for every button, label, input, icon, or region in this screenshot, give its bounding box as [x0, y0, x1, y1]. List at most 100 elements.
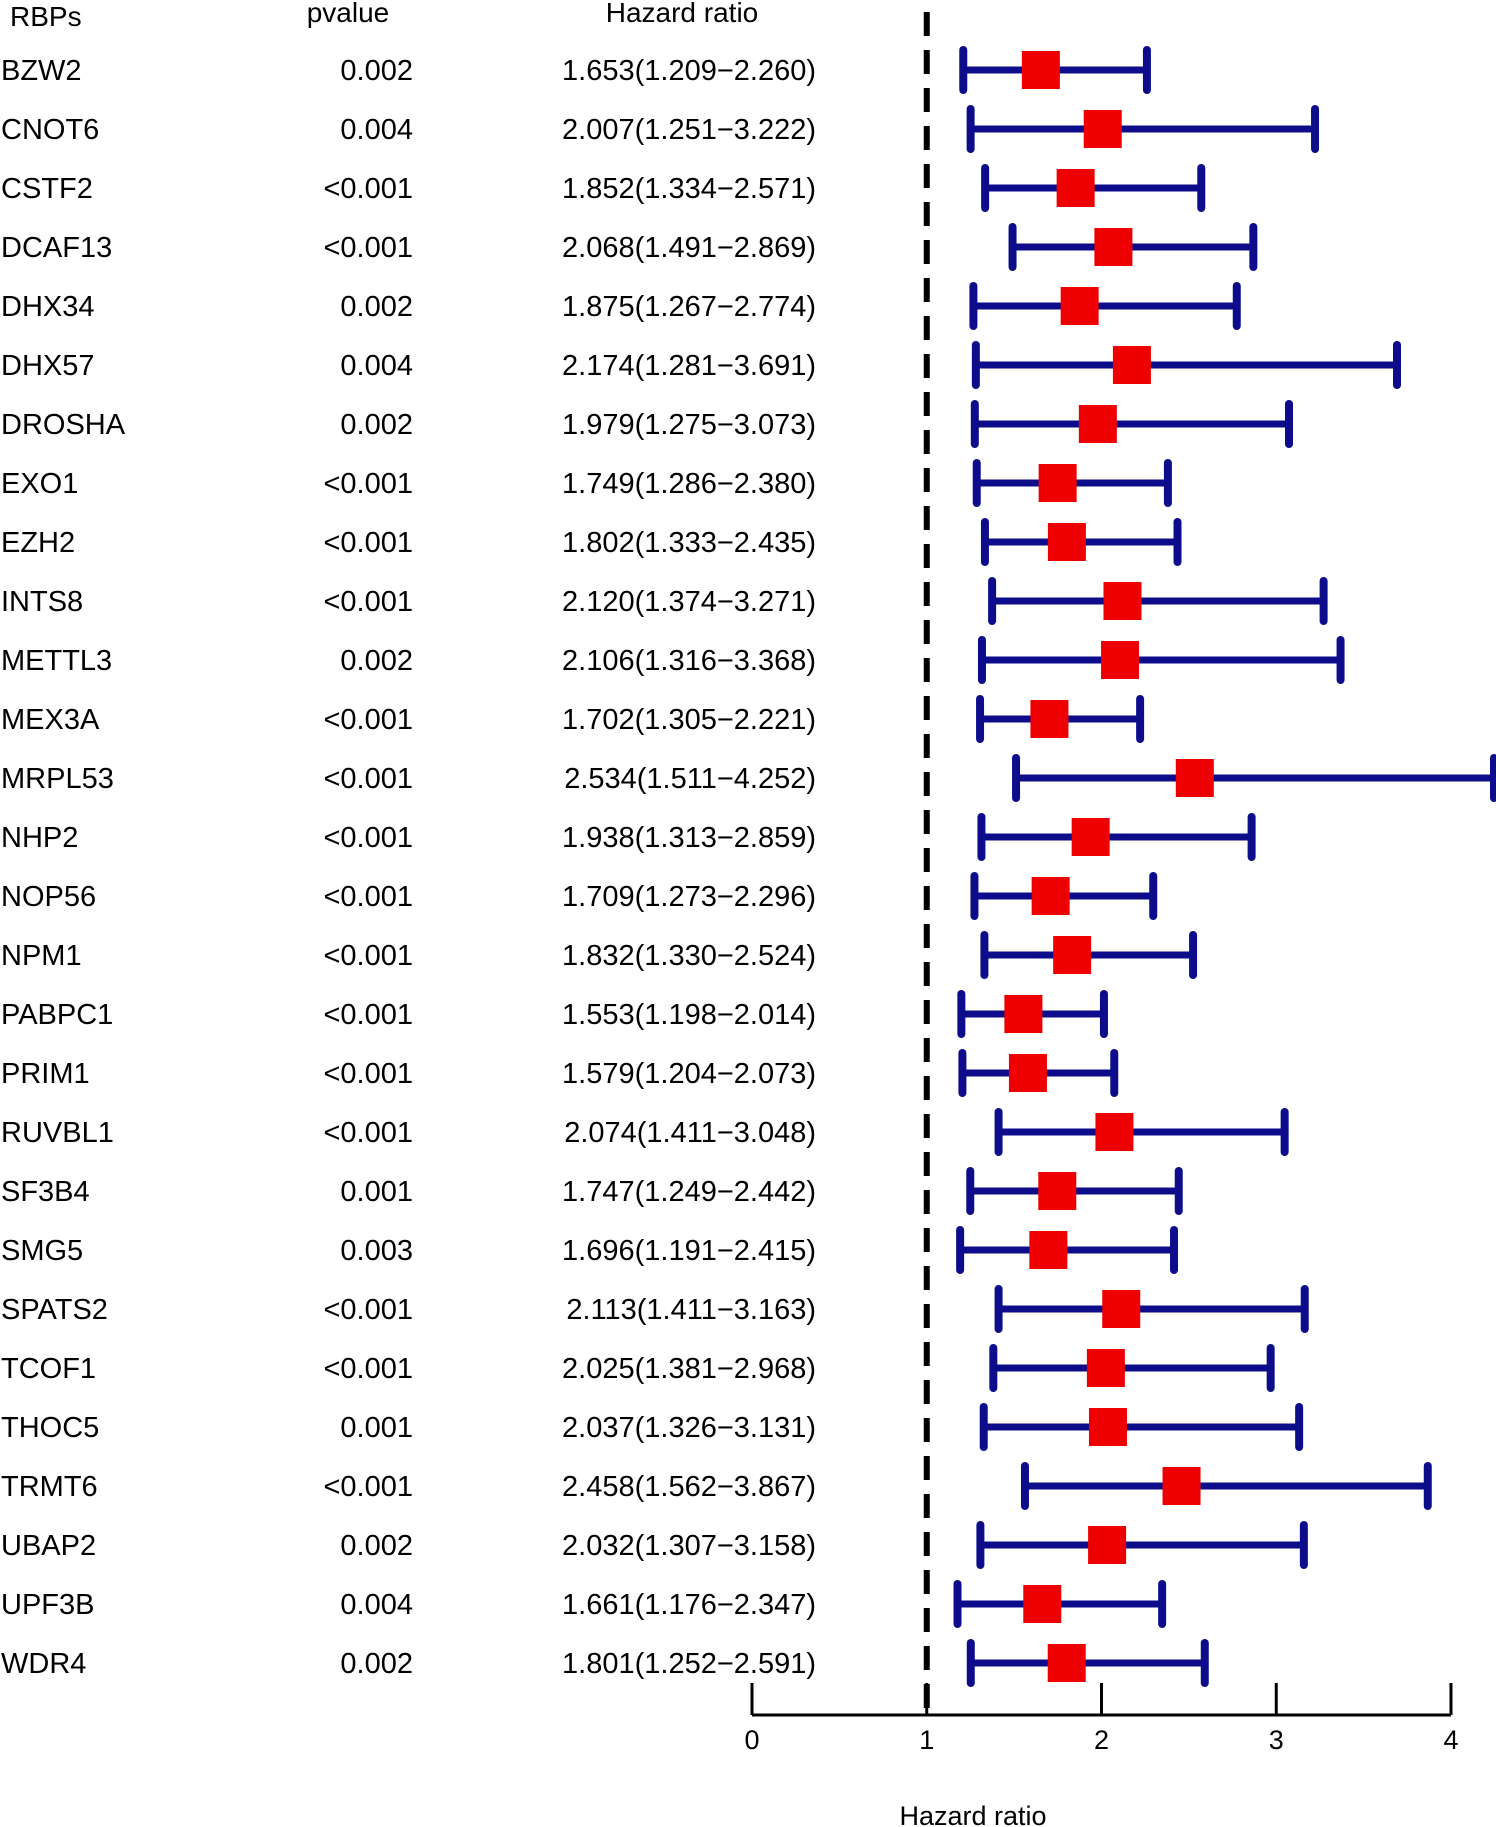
hr-point-dcaf13: [1094, 228, 1133, 266]
row-label-ints8: INTS8: [1, 586, 83, 618]
row-label-dcaf13: DCAF13: [1, 232, 112, 264]
row-pvalue-dcaf13: <0.001: [323, 232, 413, 264]
row-label-tcof1: TCOF1: [1, 1353, 96, 1385]
row-pvalue-cstf2: <0.001: [323, 173, 413, 205]
row-hr-text-mex3a: 1.702(1.305−2.221): [562, 704, 816, 736]
row-hr-text-prim1: 1.579(1.204−2.073): [562, 1058, 816, 1090]
row-dcaf13: DCAF13 <0.001 2.068(1.491−2.869): [1, 223, 1258, 271]
hr-point-trmt6: [1162, 1467, 1201, 1505]
row-hr-text-ubap2: 2.032(1.307−3.158): [562, 1530, 816, 1562]
row-hr-text-upf3b: 1.661(1.176−2.347): [562, 1589, 816, 1621]
hr-point-mex3a: [1030, 700, 1069, 738]
hr-point-bzw2: [1021, 51, 1060, 89]
row-hr-text-ruvbl1: 2.074(1.411−3.048): [564, 1117, 816, 1149]
hr-point-nop56: [1031, 877, 1070, 915]
row-hr-text-nop56: 1.709(1.273−2.296): [562, 881, 816, 913]
row-pvalue-cnot6: 0.004: [340, 114, 413, 146]
row-tcof1: TCOF1 <0.001 2.025(1.381−2.968): [1, 1344, 1275, 1392]
row-pvalue-ubap2: 0.002: [340, 1530, 413, 1562]
row-hr-text-ezh2: 1.802(1.333−2.435): [562, 527, 816, 559]
row-sf3b4: SF3B4 0.001 1.747(1.249−2.442): [1, 1167, 1183, 1215]
row-label-nop56: NOP56: [1, 881, 96, 913]
x-tick-label-0: 0: [744, 1725, 759, 1755]
row-ints8: INTS8 <0.001 2.120(1.374−3.271): [1, 577, 1328, 625]
row-hr-text-bzw2: 1.653(1.209−2.260): [562, 55, 816, 87]
row-label-upf3b: UPF3B: [1, 1589, 94, 1621]
row-label-mex3a: MEX3A: [1, 704, 100, 736]
hr-point-cstf2: [1056, 169, 1095, 207]
row-label-cnot6: CNOT6: [1, 114, 99, 146]
row-hr-text-smg5: 1.696(1.191−2.415): [562, 1235, 816, 1267]
row-hr-text-ints8: 2.120(1.374−3.271): [562, 586, 816, 618]
row-smg5: SMG5 0.003 1.696(1.191−2.415): [1, 1226, 1179, 1274]
row-exo1: EXO1 <0.001 1.749(1.286−2.380): [1, 459, 1172, 507]
row-ezh2: EZH2 <0.001 1.802(1.333−2.435): [1, 518, 1182, 566]
row-pvalue-spats2: <0.001: [323, 1294, 413, 1326]
row-hr-text-pabpc1: 1.553(1.198−2.014): [562, 999, 816, 1031]
row-pvalue-tcof1: <0.001: [323, 1353, 413, 1385]
row-pvalue-smg5: 0.003: [340, 1235, 413, 1267]
row-label-prim1: PRIM1: [1, 1058, 90, 1090]
row-upf3b: UPF3B 0.004 1.661(1.176−2.347): [1, 1580, 1167, 1628]
row-label-sf3b4: SF3B4: [1, 1176, 90, 1208]
row-hr-text-mettl3: 2.106(1.316−3.368): [562, 645, 816, 677]
hr-point-tcof1: [1086, 1349, 1125, 1387]
row-cstf2: CSTF2 <0.001 1.852(1.334−2.571): [1, 164, 1206, 212]
hr-point-drosha: [1078, 405, 1117, 443]
row-npm1: NPM1 <0.001 1.832(1.330−2.524): [1, 931, 1198, 979]
row-pvalue-upf3b: 0.004: [340, 1589, 413, 1621]
hr-point-ubap2: [1088, 1526, 1127, 1564]
row-pvalue-mrpl53: <0.001: [323, 763, 413, 795]
rows-layer: BZW2 0.002 1.653(1.209−2.260) CNOT6 0.004 2.0…: [1, 12, 1496, 1713]
row-pvalue-mettl3: 0.002: [340, 645, 413, 677]
hr-point-nhp2: [1071, 818, 1110, 856]
row-hr-text-spats2: 2.113(1.411−3.163): [566, 1294, 816, 1326]
x-tick-label-2: 2: [1094, 1725, 1109, 1755]
row-drosha: DROSHA 0.002 1.979(1.275−3.073): [1, 400, 1294, 448]
row-hr-text-thoc5: 2.037(1.326−3.131): [562, 1412, 816, 1444]
row-prim1: PRIM1 <0.001 1.579(1.204−2.073): [1, 1049, 1119, 1097]
row-label-wdr4: WDR4: [1, 1648, 86, 1680]
row-label-ezh2: EZH2: [1, 527, 75, 559]
hr-point-cnot6: [1083, 110, 1122, 148]
row-hr-text-npm1: 1.832(1.330−2.524): [562, 940, 816, 972]
row-label-exo1: EXO1: [1, 468, 78, 500]
row-hr-text-exo1: 1.749(1.286−2.380): [562, 468, 816, 500]
row-pvalue-bzw2: 0.002: [340, 55, 413, 87]
row-hr-text-dcaf13: 2.068(1.491−2.869): [562, 232, 816, 264]
row-mettl3: METTL3 0.002 2.106(1.316−3.368): [1, 636, 1345, 684]
row-pvalue-mex3a: <0.001: [323, 704, 413, 736]
hr-point-ints8: [1103, 582, 1142, 620]
hr-point-dhx57: [1112, 346, 1151, 384]
x-tick-label-3: 3: [1269, 1725, 1284, 1755]
header-hazard-ratio: Hazard ratio: [606, 0, 759, 28]
row-hr-text-trmt6: 2.458(1.562−3.867): [562, 1471, 816, 1503]
row-pvalue-trmt6: <0.001: [323, 1471, 413, 1503]
row-pvalue-ints8: <0.001: [323, 586, 413, 618]
hr-point-npm1: [1053, 936, 1092, 974]
hr-point-ruvbl1: [1095, 1113, 1134, 1151]
row-pvalue-sf3b4: 0.001: [340, 1176, 413, 1208]
row-hr-text-tcof1: 2.025(1.381−2.968): [562, 1353, 816, 1385]
row-dhx57: DHX57 0.004 2.174(1.281−3.691): [1, 341, 1402, 389]
row-ubap2: UBAP2 0.002 2.032(1.307−3.158): [1, 1521, 1308, 1569]
hr-point-mettl3: [1101, 641, 1140, 679]
row-spats2: SPATS2 <0.001 2.113(1.411−3.163): [1, 1285, 1309, 1333]
hr-point-wdr4: [1047, 1644, 1086, 1682]
header-rbps: RBPs: [10, 1, 82, 32]
row-label-cstf2: CSTF2: [1, 173, 93, 205]
row-label-thoc5: THOC5: [1, 1412, 99, 1444]
row-hr-text-cnot6: 2.007(1.251−3.222): [562, 114, 816, 146]
row-pvalue-prim1: <0.001: [323, 1058, 413, 1090]
row-label-trmt6: TRMT6: [1, 1471, 98, 1503]
row-pvalue-nhp2: <0.001: [323, 822, 413, 854]
row-bzw2: BZW2 0.002 1.653(1.209−2.260): [1, 46, 1151, 94]
row-nhp2: NHP2 <0.001 1.938(1.313−2.859): [1, 813, 1256, 861]
row-label-smg5: SMG5: [1, 1235, 83, 1267]
hr-point-thoc5: [1088, 1408, 1127, 1446]
row-pvalue-nop56: <0.001: [323, 881, 413, 913]
hr-point-dhx34: [1060, 287, 1099, 325]
row-pvalue-dhx34: 0.002: [340, 291, 413, 323]
row-pvalue-ezh2: <0.001: [323, 527, 413, 559]
